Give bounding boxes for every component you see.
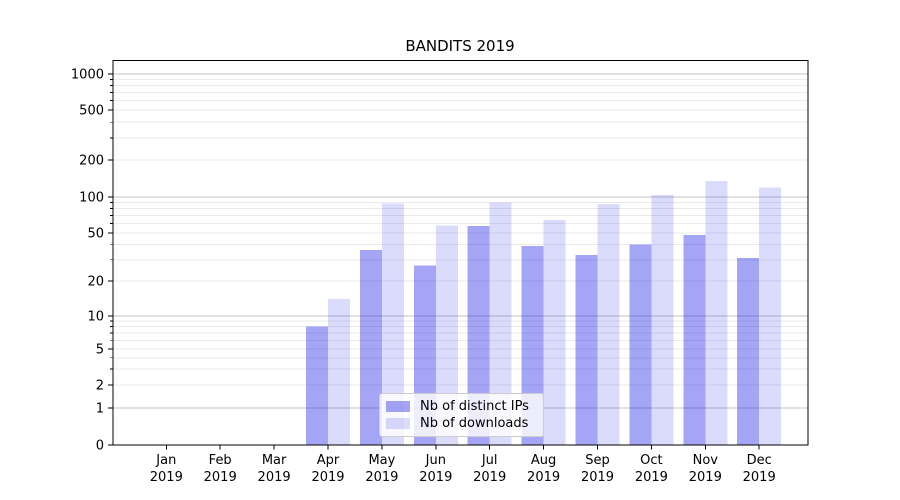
bar-downloads <box>435 225 458 445</box>
bars-layer <box>306 180 782 445</box>
y-axis-tick-label: 100 <box>79 191 104 206</box>
legend-label-downloads: Nb of downloads <box>420 416 529 431</box>
y-axis-tick-label: 500 <box>79 104 104 119</box>
x-axis-month-label: Jan 2019 <box>150 453 183 485</box>
x-axis-month-label: Mar 2019 <box>258 453 291 485</box>
plot-border <box>112 60 809 446</box>
bar-downloads <box>597 204 620 445</box>
x-axis-month-label: Oct 2019 <box>635 453 668 485</box>
chart-title: BANDITS 2019 <box>405 37 514 55</box>
x-axis-month-label: Feb 2019 <box>204 453 237 485</box>
x-axis-month-label: Apr 2019 <box>311 453 344 485</box>
bar-distinct-ips <box>629 244 652 445</box>
x-axis-month-label: Sep 2019 <box>581 453 614 485</box>
x-axis-month-label: May 2019 <box>365 453 398 485</box>
bar-distinct-ips <box>359 250 382 445</box>
bar-downloads <box>759 187 782 445</box>
bar-downloads <box>328 299 350 445</box>
y-axis-tick-label: 5 <box>96 343 104 358</box>
bar-downloads <box>543 220 566 445</box>
y-axis-tick-label: 200 <box>79 154 104 169</box>
legend-row-downloads: Nb of downloads <box>386 416 535 431</box>
bar-distinct-ips <box>306 326 328 445</box>
legend: Nb of distinct IPs Nb of downloads <box>379 393 544 437</box>
bar-distinct-ips <box>683 235 706 445</box>
bar-distinct-ips <box>467 226 490 445</box>
bar-distinct-ips <box>737 258 760 445</box>
y-axis-tick-label: 20 <box>87 275 104 290</box>
x-axis-month-label: Dec 2019 <box>743 453 776 485</box>
x-axis-month-label: Jun 2019 <box>419 453 452 485</box>
axes-layer: 0 1 2 5 10 20 50 100 200 500 1000 Jan 2019 Feb 2019 Mar… <box>71 60 809 485</box>
y-axis-tick-label: 50 <box>87 227 104 242</box>
y-axis-tick-label: 1 <box>96 402 104 417</box>
bar-downloads <box>651 194 674 445</box>
bar-downloads <box>705 180 728 445</box>
legend-label-distinct-ips: Nb of distinct IPs <box>420 399 529 414</box>
legend-swatch-downloads <box>386 418 410 429</box>
y-axis-tick-label: 0 <box>96 439 104 454</box>
x-axis-month-label: Aug 2019 <box>527 453 560 485</box>
bar-downloads <box>489 202 512 445</box>
y-axis-tick-label: 10 <box>87 310 104 325</box>
x-axis-month-label: Nov 2019 <box>689 453 722 485</box>
y-axis-tick-label: 2 <box>96 379 104 394</box>
bar-distinct-ips <box>575 254 598 445</box>
legend-row-distinct-ips: Nb of distinct IPs <box>386 399 535 414</box>
legend-swatch-distinct-ips <box>386 401 410 412</box>
bar-downloads <box>381 203 404 445</box>
y-axis-tick-label: 1000 <box>71 68 104 83</box>
x-axis-month-label: Jul 2019 <box>473 453 506 485</box>
